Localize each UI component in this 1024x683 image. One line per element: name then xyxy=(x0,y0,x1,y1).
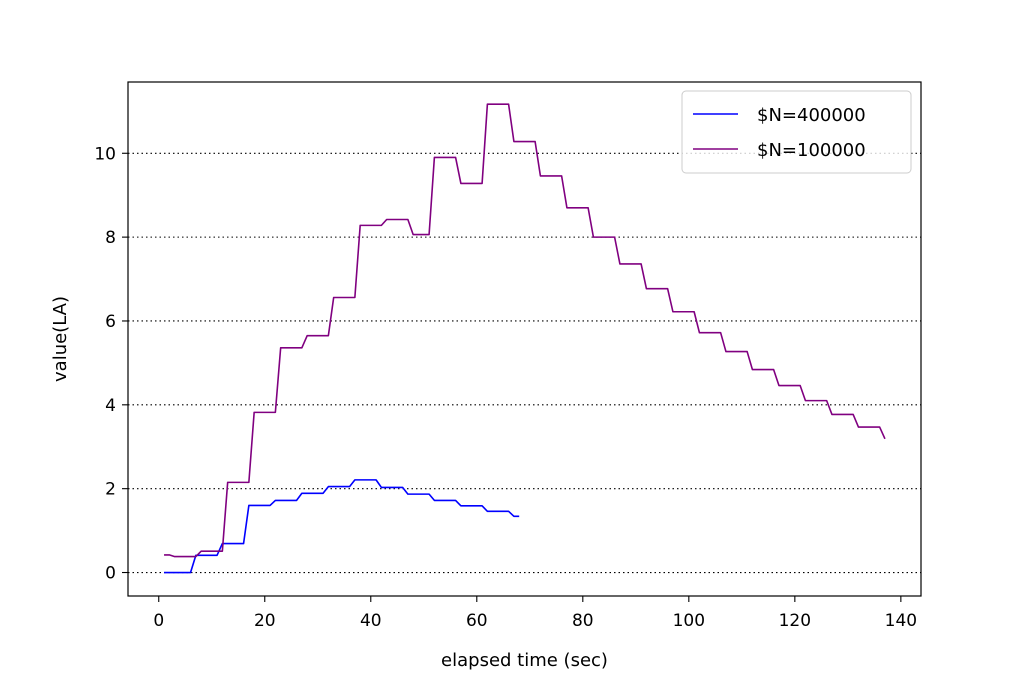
y-tick-label-4: 8 xyxy=(105,228,116,248)
series-line-2 xyxy=(164,103,886,558)
x-tick-label-2: 40 xyxy=(360,611,382,631)
legend: $N=400000 $N=100000 xyxy=(681,90,912,174)
x-tick-label-0: 0 xyxy=(153,611,164,631)
legend-box xyxy=(681,90,912,174)
y-tick-label-1: 2 xyxy=(105,480,116,500)
grid-lines xyxy=(128,152,921,574)
x-tick-label-3: 60 xyxy=(466,611,488,631)
y-tick-label-5: 10 xyxy=(94,144,116,164)
legend-label-series-2: $N=100000 xyxy=(757,140,866,161)
y-axis-label: value(LA) xyxy=(50,296,71,382)
y-tick-label-2: 4 xyxy=(105,396,116,416)
plot-area-frame xyxy=(127,81,922,597)
series-lines xyxy=(164,103,886,574)
y-axis-ticks: 0 2 4 6 8 10 xyxy=(94,144,128,584)
series-line-1 xyxy=(164,479,520,574)
x-tick-label-7: 140 xyxy=(885,611,917,631)
legend-label-series-1: $N=400000 xyxy=(757,105,866,126)
x-tick-label-6: 120 xyxy=(779,611,811,631)
x-axis-label: elapsed time (sec) xyxy=(441,650,608,671)
y-tick-label-0: 0 xyxy=(105,564,116,584)
y-tick-label-3: 6 xyxy=(105,312,116,332)
x-tick-label-5: 100 xyxy=(673,611,705,631)
x-axis-ticks: 0 20 40 60 80 100 120 140 xyxy=(153,596,917,631)
x-tick-label-4: 80 xyxy=(572,611,594,631)
x-tick-label-1: 20 xyxy=(254,611,276,631)
